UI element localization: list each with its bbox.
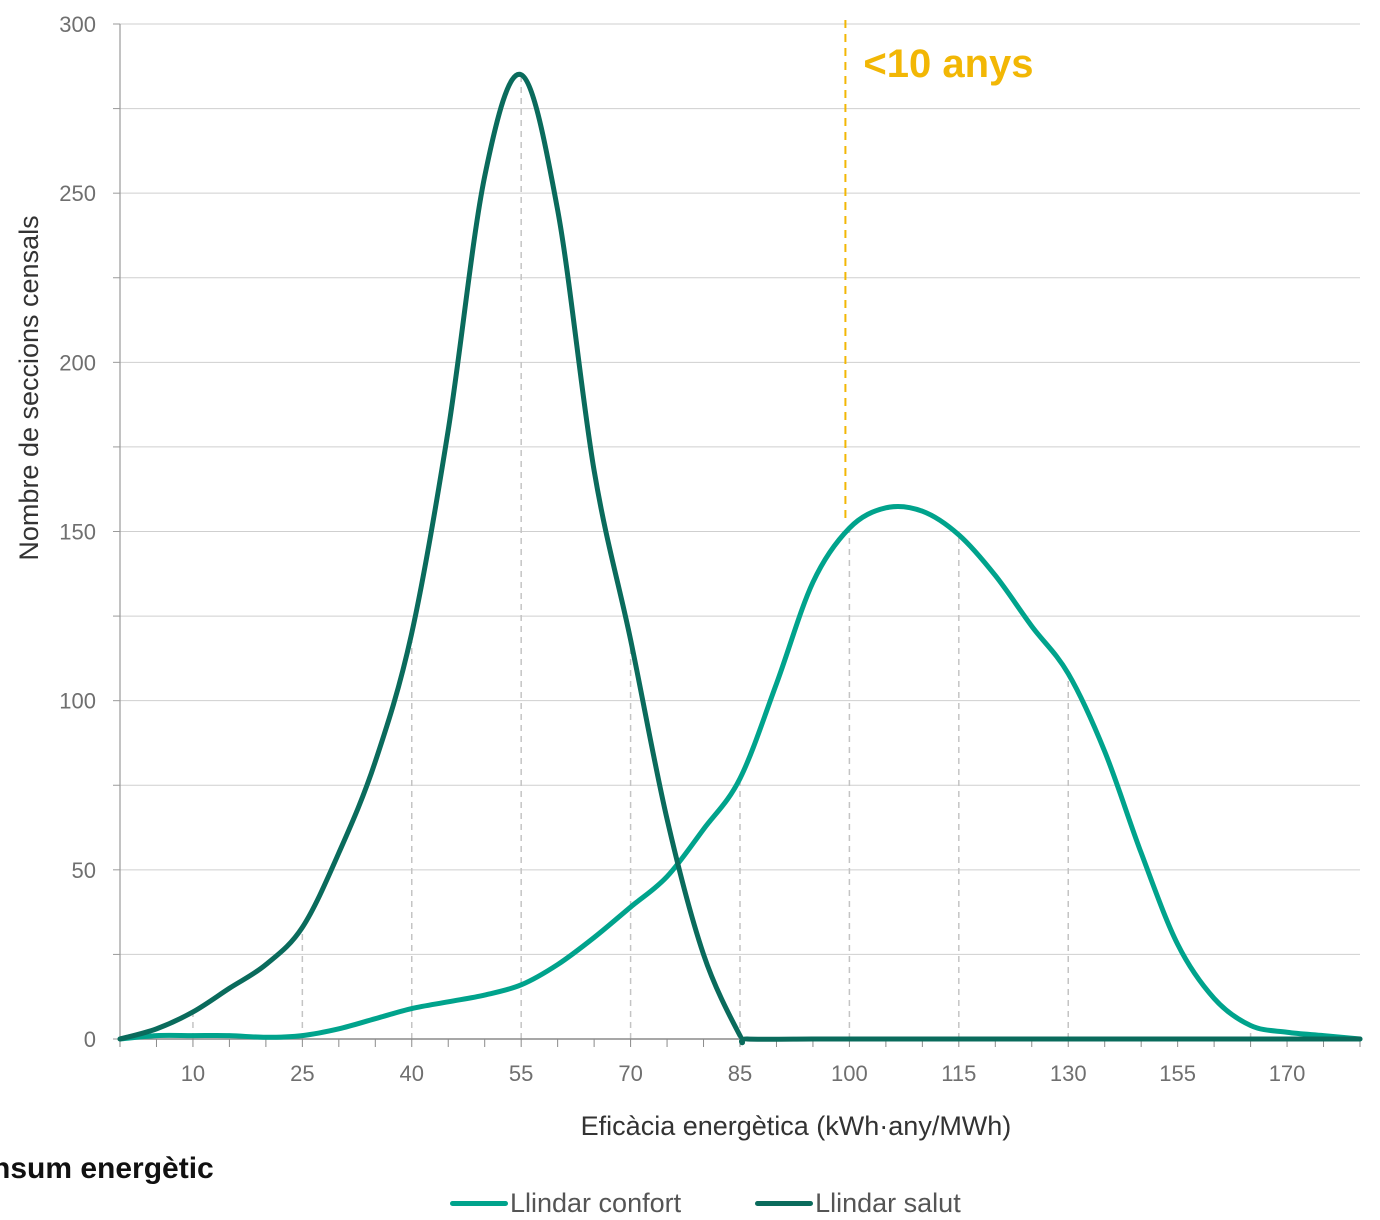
legend-item-confort: Llindar confort: [450, 1188, 681, 1219]
legend-label-confort: Llindar confort: [510, 1187, 682, 1218]
y-tick-label: 300: [59, 12, 96, 37]
series-lines: [117, 71, 1363, 1046]
legend-label-salut: Llindar salut: [815, 1187, 961, 1218]
y-tick-label: 0: [84, 1027, 96, 1052]
axes: 0 50 100 150 200 250 300 10 25 40 55 70 85 100 115 130 1…: [59, 12, 1361, 1086]
x-tick-label: 170: [1269, 1061, 1306, 1086]
annotation-layer: <10 anys: [844, 20, 1034, 520]
x-tick-label: 25: [290, 1061, 314, 1086]
series-line-1: [117, 71, 1363, 1046]
x-tick-label: 115: [941, 1061, 976, 1086]
annotation-label: <10 anys: [863, 42, 1033, 86]
y-tick-label: 250: [59, 181, 96, 206]
legend-item-salut: Llindar salut: [755, 1188, 961, 1219]
x-tick-label: 40: [400, 1061, 424, 1086]
partial-section-title: nsum energètic: [0, 1152, 214, 1185]
y-axis-title: Nombre de seccions censals: [14, 215, 44, 560]
x-tick-label: 130: [1050, 1061, 1087, 1086]
x-tick-label: 155: [1159, 1061, 1196, 1086]
legend-swatch-confort: [450, 1200, 508, 1206]
x-tick-label: 70: [618, 1061, 642, 1086]
x-tick-label: 10: [181, 1061, 205, 1086]
gridlines: [120, 23, 1360, 955]
y-tick-label: 150: [59, 520, 96, 545]
legend-swatch-salut: [755, 1200, 814, 1206]
x-tick-label: 100: [831, 1061, 868, 1086]
dashed-verticals: [192, 74, 1252, 1039]
legend: Llindar confort Llindar salut: [450, 1186, 961, 1220]
y-tick-label: 200: [59, 350, 96, 375]
y-tick-label: 50: [72, 858, 96, 883]
y-tick-label: 100: [59, 689, 96, 714]
x-axis-title: Eficàcia energètica (kWh·any/MWh): [581, 1111, 1012, 1141]
x-tick-label: 85: [728, 1061, 752, 1086]
series-line-0: [117, 503, 1363, 1042]
x-tick-label: 55: [509, 1061, 533, 1086]
